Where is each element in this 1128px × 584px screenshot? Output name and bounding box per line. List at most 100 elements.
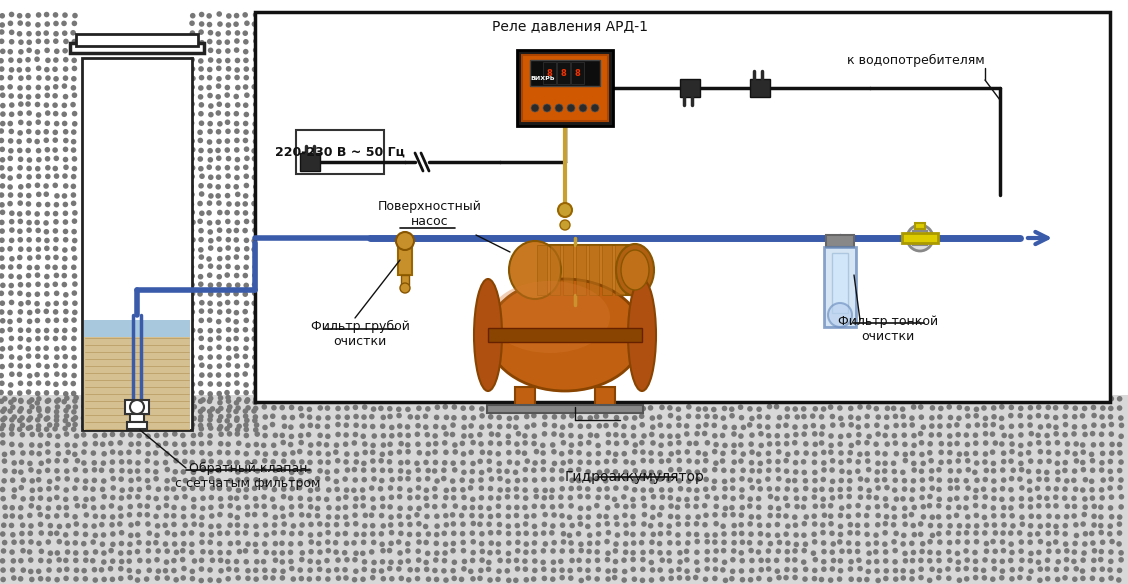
Circle shape — [541, 405, 547, 410]
Circle shape — [966, 423, 971, 429]
Circle shape — [53, 166, 58, 171]
Circle shape — [739, 531, 744, 536]
Circle shape — [217, 256, 222, 262]
Circle shape — [71, 147, 77, 153]
Circle shape — [999, 558, 1005, 564]
Circle shape — [838, 434, 844, 439]
Circle shape — [306, 432, 311, 437]
Circle shape — [828, 513, 834, 519]
Circle shape — [325, 433, 331, 439]
Circle shape — [990, 422, 996, 427]
Circle shape — [543, 541, 548, 547]
Circle shape — [622, 451, 627, 457]
Circle shape — [71, 426, 77, 432]
Circle shape — [71, 373, 77, 378]
Circle shape — [1056, 451, 1061, 457]
Circle shape — [658, 451, 663, 457]
Circle shape — [18, 505, 24, 510]
Circle shape — [235, 192, 240, 197]
Circle shape — [561, 414, 566, 419]
Circle shape — [208, 328, 213, 333]
Circle shape — [566, 515, 572, 520]
Circle shape — [54, 273, 59, 278]
Circle shape — [873, 540, 879, 546]
Circle shape — [1082, 397, 1087, 403]
Circle shape — [343, 505, 349, 510]
Circle shape — [999, 467, 1005, 473]
Ellipse shape — [622, 250, 649, 290]
Circle shape — [948, 450, 953, 456]
Circle shape — [918, 558, 924, 563]
Circle shape — [578, 541, 583, 547]
Circle shape — [766, 548, 772, 554]
Circle shape — [1074, 441, 1079, 447]
Circle shape — [633, 468, 638, 474]
Circle shape — [792, 557, 797, 563]
Circle shape — [380, 523, 386, 529]
Circle shape — [946, 549, 952, 555]
Circle shape — [81, 404, 87, 409]
Circle shape — [874, 568, 880, 573]
Circle shape — [272, 530, 277, 536]
Circle shape — [36, 192, 42, 197]
Circle shape — [550, 442, 555, 448]
Circle shape — [27, 373, 33, 378]
Circle shape — [243, 408, 248, 414]
Circle shape — [17, 85, 23, 91]
Circle shape — [396, 396, 402, 402]
Circle shape — [964, 406, 970, 411]
Circle shape — [919, 495, 925, 500]
Circle shape — [451, 530, 457, 536]
Circle shape — [1046, 548, 1051, 554]
Circle shape — [1100, 495, 1105, 500]
Circle shape — [901, 432, 907, 438]
Circle shape — [739, 550, 744, 555]
Circle shape — [165, 575, 170, 581]
Circle shape — [326, 395, 332, 401]
Circle shape — [587, 533, 592, 538]
Circle shape — [92, 433, 98, 439]
Circle shape — [71, 39, 77, 44]
Circle shape — [63, 487, 69, 493]
Circle shape — [992, 566, 997, 572]
Circle shape — [18, 514, 24, 520]
Circle shape — [26, 346, 32, 352]
Circle shape — [370, 458, 376, 464]
Circle shape — [44, 192, 50, 197]
Circle shape — [325, 451, 331, 457]
Circle shape — [775, 398, 781, 403]
Circle shape — [65, 523, 71, 529]
Circle shape — [936, 486, 942, 492]
Circle shape — [1064, 566, 1069, 572]
Circle shape — [47, 531, 53, 536]
Circle shape — [803, 514, 809, 520]
Circle shape — [233, 353, 239, 359]
Circle shape — [1011, 523, 1015, 529]
Circle shape — [585, 440, 591, 446]
Circle shape — [569, 433, 574, 439]
Circle shape — [144, 458, 150, 464]
Circle shape — [46, 458, 51, 464]
Circle shape — [784, 486, 790, 492]
Circle shape — [253, 193, 258, 198]
Circle shape — [882, 530, 888, 536]
Circle shape — [190, 40, 195, 46]
Circle shape — [244, 129, 249, 135]
Circle shape — [803, 397, 809, 402]
Circle shape — [433, 557, 439, 563]
Circle shape — [470, 496, 476, 502]
Circle shape — [324, 442, 329, 448]
Circle shape — [308, 539, 314, 545]
Circle shape — [515, 449, 521, 455]
Circle shape — [704, 557, 710, 562]
Circle shape — [937, 523, 943, 529]
Circle shape — [938, 460, 944, 465]
Circle shape — [243, 84, 248, 90]
Circle shape — [228, 478, 233, 484]
Circle shape — [62, 265, 68, 270]
Circle shape — [793, 432, 799, 437]
Circle shape — [46, 486, 52, 492]
Circle shape — [71, 58, 77, 63]
Circle shape — [190, 390, 195, 395]
Circle shape — [380, 442, 386, 448]
